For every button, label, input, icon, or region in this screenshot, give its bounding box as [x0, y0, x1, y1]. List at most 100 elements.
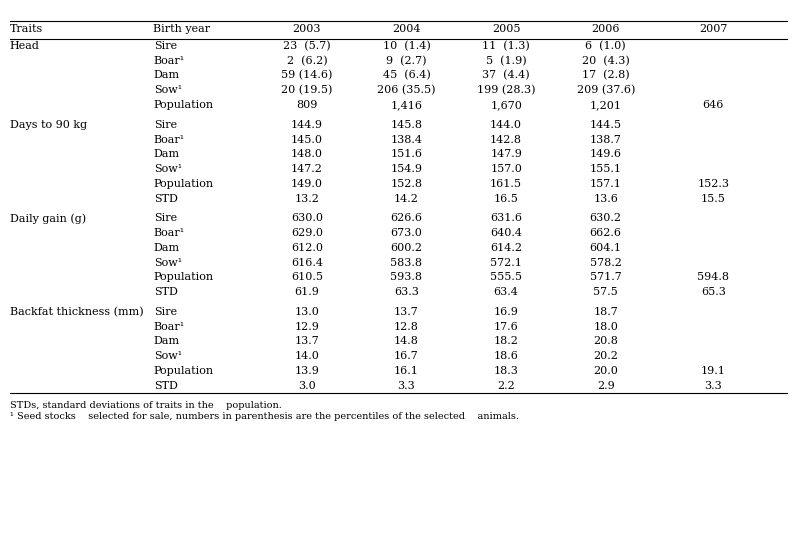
Text: 17  (2.8): 17 (2.8) [582, 71, 630, 80]
Text: 161.5: 161.5 [490, 179, 522, 189]
Text: 2  (6.2): 2 (6.2) [287, 56, 327, 66]
Text: Population: Population [154, 179, 214, 189]
Text: 18.3: 18.3 [493, 366, 519, 376]
Text: 45  (6.4): 45 (6.4) [383, 71, 430, 80]
Text: Traits: Traits [10, 24, 43, 34]
Text: 13.2: 13.2 [294, 193, 320, 203]
Text: 610.5: 610.5 [291, 272, 323, 282]
Text: 59 (14.6): 59 (14.6) [281, 71, 332, 80]
Text: 63.3: 63.3 [394, 287, 419, 297]
Text: 1,416: 1,416 [391, 100, 422, 110]
Text: STD: STD [154, 287, 178, 297]
Text: 600.2: 600.2 [391, 243, 422, 253]
Text: 154.9: 154.9 [391, 164, 422, 174]
Text: 578.2: 578.2 [590, 258, 622, 268]
Text: 63.4: 63.4 [493, 287, 519, 297]
Text: 12.9: 12.9 [294, 322, 320, 332]
Text: Sow¹: Sow¹ [154, 85, 182, 95]
Text: 3.3: 3.3 [398, 381, 415, 391]
Text: 11  (1.3): 11 (1.3) [482, 41, 530, 51]
Text: 3.0: 3.0 [298, 381, 316, 391]
Text: 157.0: 157.0 [490, 164, 522, 174]
Text: 149.0: 149.0 [291, 179, 323, 189]
Text: 16.5: 16.5 [493, 193, 519, 203]
Text: 145.0: 145.0 [291, 134, 323, 144]
Text: 13.6: 13.6 [593, 193, 618, 203]
Text: 148.0: 148.0 [291, 149, 323, 159]
Text: Sire: Sire [154, 120, 177, 129]
Text: 5  (1.9): 5 (1.9) [486, 56, 526, 66]
Text: 13.9: 13.9 [294, 366, 320, 376]
Text: ¹ Seed stocks    selected for sale, numbers in parenthesis are the percentiles o: ¹ Seed stocks selected for sale, numbers… [10, 412, 519, 422]
Text: Birth year: Birth year [153, 24, 210, 34]
Text: 18.7: 18.7 [593, 307, 618, 317]
Text: 604.1: 604.1 [590, 243, 622, 253]
Text: 12.8: 12.8 [394, 322, 419, 332]
Text: 145.8: 145.8 [391, 120, 422, 129]
Text: Boar¹: Boar¹ [154, 56, 185, 66]
Text: 629.0: 629.0 [291, 228, 323, 238]
Text: 151.6: 151.6 [391, 149, 422, 159]
Text: 555.5: 555.5 [490, 272, 522, 282]
Text: 616.4: 616.4 [291, 258, 323, 268]
Text: 20.0: 20.0 [593, 366, 618, 376]
Text: Sire: Sire [154, 307, 177, 317]
Text: 2007: 2007 [699, 24, 728, 34]
Text: 612.0: 612.0 [291, 243, 323, 253]
Text: 614.2: 614.2 [490, 243, 522, 253]
Text: 16.7: 16.7 [394, 351, 419, 361]
Text: 13.7: 13.7 [394, 307, 419, 317]
Text: Sire: Sire [154, 41, 177, 51]
Text: Backfat thickness (mm): Backfat thickness (mm) [10, 307, 143, 317]
Text: 19.1: 19.1 [701, 366, 726, 376]
Text: 16.1: 16.1 [394, 366, 419, 376]
Text: 20 (19.5): 20 (19.5) [281, 85, 332, 95]
Text: 18.2: 18.2 [493, 337, 519, 347]
Text: Sow¹: Sow¹ [154, 351, 182, 361]
Text: 572.1: 572.1 [490, 258, 522, 268]
Text: 2005: 2005 [492, 24, 520, 34]
Text: 2.9: 2.9 [597, 381, 614, 391]
Text: 57.5: 57.5 [593, 287, 618, 297]
Text: 16.9: 16.9 [493, 307, 519, 317]
Text: 13.0: 13.0 [294, 307, 320, 317]
Text: 631.6: 631.6 [490, 213, 522, 223]
Text: Sow¹: Sow¹ [154, 258, 182, 268]
Text: 809: 809 [296, 100, 317, 110]
Text: 571.7: 571.7 [590, 272, 622, 282]
Text: 37  (4.4): 37 (4.4) [482, 71, 530, 80]
Text: 630.0: 630.0 [291, 213, 323, 223]
Text: 1,670: 1,670 [490, 100, 522, 110]
Text: Dam: Dam [154, 243, 180, 253]
Text: Boar¹: Boar¹ [154, 228, 185, 238]
Text: 9  (2.7): 9 (2.7) [387, 56, 426, 66]
Text: 15.5: 15.5 [701, 193, 726, 203]
Text: 18.6: 18.6 [493, 351, 519, 361]
Text: 20  (4.3): 20 (4.3) [582, 56, 630, 66]
Text: 14.8: 14.8 [394, 337, 419, 347]
Text: 157.1: 157.1 [590, 179, 622, 189]
Text: Dam: Dam [154, 149, 180, 159]
Text: Head: Head [10, 41, 39, 51]
Text: 2004: 2004 [392, 24, 421, 34]
Text: 152.3: 152.3 [697, 179, 729, 189]
Text: Dam: Dam [154, 71, 180, 80]
Text: 155.1: 155.1 [590, 164, 622, 174]
Text: 1,201: 1,201 [590, 100, 622, 110]
Text: 583.8: 583.8 [391, 258, 422, 268]
Text: 23  (5.7): 23 (5.7) [283, 41, 331, 51]
Text: 626.6: 626.6 [391, 213, 422, 223]
Text: 13.7: 13.7 [294, 337, 320, 347]
Text: 138.4: 138.4 [391, 134, 422, 144]
Text: 144.0: 144.0 [490, 120, 522, 129]
Text: STDs, standard deviations of traits in the    population.: STDs, standard deviations of traits in t… [10, 401, 281, 410]
Text: Population: Population [154, 272, 214, 282]
Text: 142.8: 142.8 [490, 134, 522, 144]
Text: 147.9: 147.9 [490, 149, 522, 159]
Text: 14.2: 14.2 [394, 193, 419, 203]
Text: 3.3: 3.3 [705, 381, 722, 391]
Text: STD: STD [154, 381, 178, 391]
Text: Daily gain (g): Daily gain (g) [10, 213, 86, 224]
Text: 2006: 2006 [591, 24, 620, 34]
Text: Boar¹: Boar¹ [154, 322, 185, 332]
